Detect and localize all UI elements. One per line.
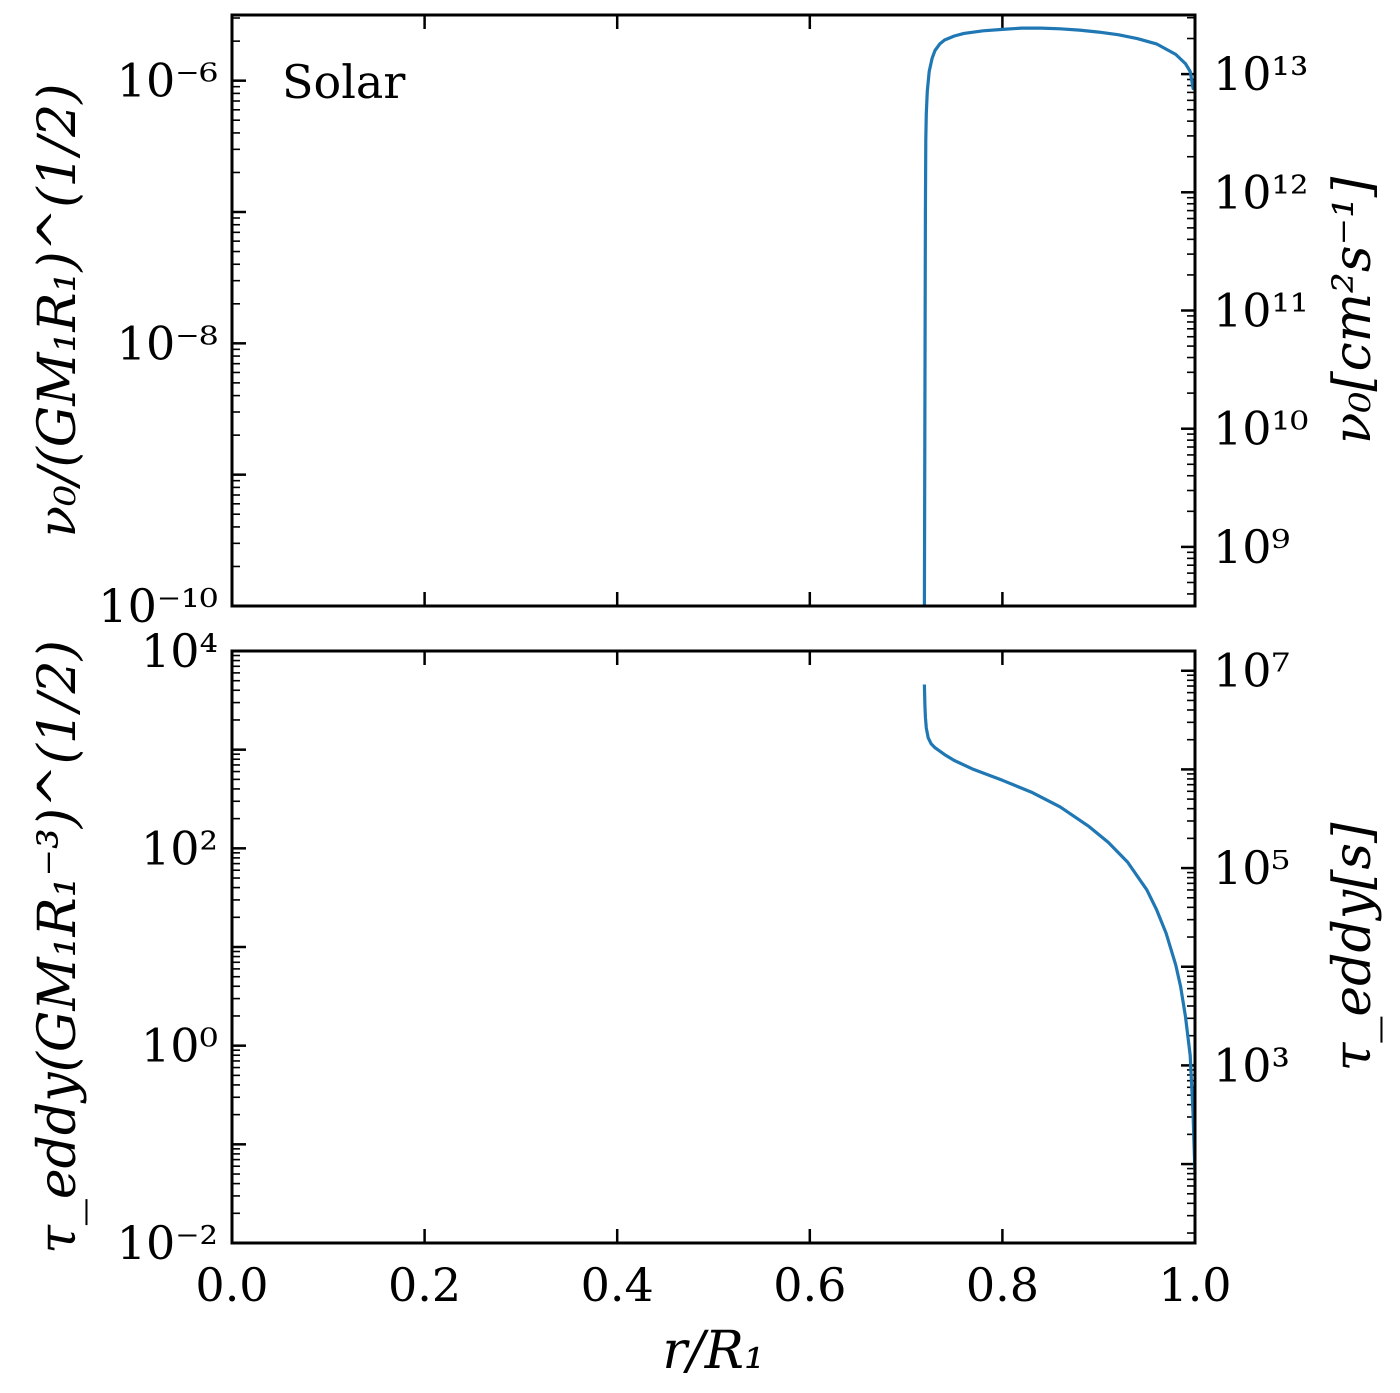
right-tick-label: 10⁷	[1213, 644, 1290, 698]
top-panel: 10⁻⁶ 10⁻⁸ 10⁻¹⁰ 10¹³ 10¹² 10¹¹ 10¹⁰ 10⁹ ν₀/(GM₁R…	[28, 13, 1383, 633]
y-tick-label: 10⁻⁸	[117, 316, 218, 370]
y-tick-label: 10²	[141, 821, 218, 875]
bottom-panel: 10⁴ 10² 10⁰ 10⁻² 10⁷ 10⁵ 10³ 0.0 0.2 0.4 0.6 0.8 1.0…	[28, 624, 1383, 1381]
x-tick-label: 0.0	[195, 1258, 268, 1312]
y-tick-label: 10⁰	[141, 1019, 218, 1073]
x-axis-title: r/R₁	[662, 1321, 764, 1381]
right-tick-label: 10⁵	[1213, 841, 1290, 895]
y-tick-label: 10⁻²	[117, 1216, 218, 1270]
right-tick-label: 10¹¹	[1213, 284, 1308, 338]
right-axis-title: τ_eddy[s]	[1323, 822, 1383, 1071]
right-axis-title: ν₀[cm²s⁻¹]	[1323, 176, 1383, 444]
data-series-line	[922, 684, 1197, 1174]
right-tick-label: 10¹²	[1213, 165, 1308, 219]
axes-frame	[230, 13, 1197, 608]
right-tick-label: 10¹⁰	[1213, 402, 1308, 456]
x-tick-label: 0.2	[388, 1258, 461, 1312]
y-tick-label: 10⁻⁶	[117, 54, 218, 108]
right-tick-label: 10⁹	[1213, 520, 1290, 574]
y-tick-label: 10⁴	[141, 624, 218, 678]
axes-frame	[230, 649, 1197, 1245]
x-tick-label: 0.6	[773, 1258, 846, 1312]
y-axis-title: ν₀/(GM₁R₁)^(1/2)	[28, 83, 88, 537]
y-axis-title: τ_eddy(GM₁R₁⁻³)^(1/2)	[28, 640, 88, 1254]
x-tick-label: 1.0	[1158, 1258, 1231, 1312]
x-tick-label: 0.4	[581, 1258, 654, 1312]
y-tick-label: 10⁻¹⁰	[98, 579, 218, 633]
right-tick-label: 10¹³	[1213, 47, 1308, 101]
x-tick-label: 0.8	[966, 1258, 1039, 1312]
panel-annotation: Solar	[282, 55, 405, 109]
data-series-line	[922, 26, 1197, 607]
right-tick-label: 10³	[1213, 1038, 1290, 1092]
